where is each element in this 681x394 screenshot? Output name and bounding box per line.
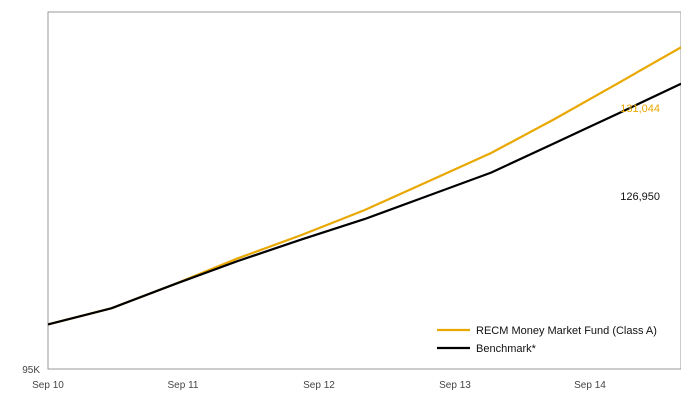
x-tick-label: Sep 14 bbox=[574, 380, 606, 391]
y-tick-label: 95K bbox=[22, 365, 40, 376]
x-tick-label: Sep 12 bbox=[303, 380, 335, 391]
x-axis: Sep 10 Sep 11 Sep 12 Sep 13 Sep 14 bbox=[32, 380, 606, 391]
benchmark-series-line bbox=[47, 82, 681, 326]
x-tick-label: Sep 11 bbox=[168, 380, 199, 391]
x-tick-label: Sep 10 bbox=[32, 380, 64, 391]
fund-end-value: 131,044 bbox=[620, 103, 660, 115]
legend: RECM Money Market Fund (Class A) Benchmar… bbox=[437, 325, 657, 355]
fund-series-line bbox=[47, 46, 681, 326]
legend-label: Benchmark* bbox=[476, 343, 537, 355]
series-layer bbox=[47, 46, 681, 326]
plot-frame bbox=[47, 11, 681, 370]
end-labels: 131,044 126,950 bbox=[620, 103, 660, 203]
x-tick-label: Sep 13 bbox=[439, 380, 471, 391]
legend-label: RECM Money Market Fund (Class A) bbox=[476, 325, 657, 337]
benchmark-end-value: 126,950 bbox=[620, 191, 660, 203]
y-axis: 95K bbox=[22, 365, 40, 376]
